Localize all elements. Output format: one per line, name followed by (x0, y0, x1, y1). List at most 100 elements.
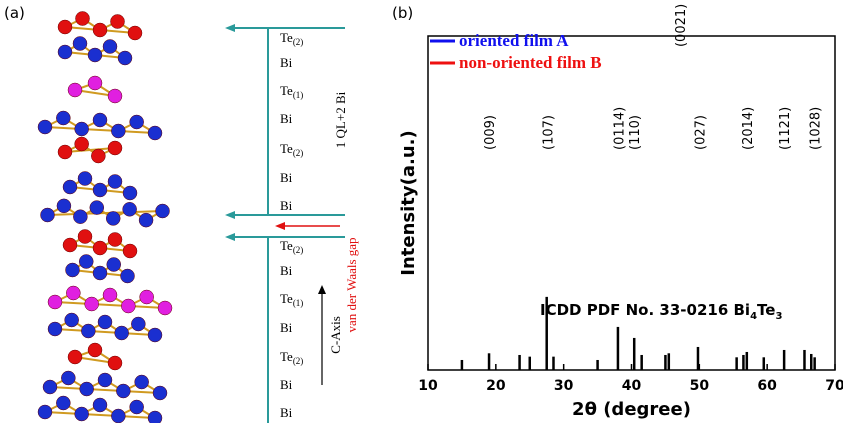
element: Te (280, 83, 293, 98)
x-tick-label: 30 (554, 378, 574, 394)
bond (64, 147, 116, 153)
legend-label: oriented film A (459, 31, 569, 50)
atom (127, 25, 143, 41)
layer-label: Te(2) (280, 30, 303, 47)
atom (122, 243, 138, 259)
atom (129, 114, 144, 130)
atom (66, 285, 81, 301)
peak-label: (110) (628, 115, 643, 150)
layer-label: Bi (280, 198, 293, 213)
atom (107, 88, 123, 104)
atom (152, 385, 168, 401)
atom (72, 36, 88, 51)
atom (120, 268, 135, 284)
bond (44, 411, 156, 419)
peak-label: (009) (483, 115, 498, 150)
atom (106, 257, 121, 272)
bond (49, 386, 161, 394)
subscript: (1) (293, 90, 304, 100)
atom (147, 125, 163, 141)
atom (117, 50, 133, 66)
atom (56, 395, 71, 411)
subscript: 4 (750, 311, 757, 322)
atom (77, 229, 93, 244)
layer-label: Te(2) (280, 238, 303, 255)
atom (40, 207, 55, 223)
atom (74, 136, 89, 152)
atom (111, 408, 126, 423)
atom (92, 22, 108, 38)
bond (54, 328, 156, 336)
atom (42, 379, 58, 395)
atom (122, 202, 137, 217)
bond (54, 301, 166, 309)
layer-label: Te(2) (280, 349, 303, 366)
subscript: (2) (293, 37, 304, 47)
plot-frame (427, 35, 836, 371)
subscript: (2) (293, 356, 304, 366)
element: Bi (280, 263, 293, 278)
peak-label: (1028) (809, 107, 824, 150)
atom (116, 383, 131, 399)
bond (44, 126, 156, 134)
atom (102, 39, 118, 54)
element: Bi (280, 377, 293, 392)
atom (79, 254, 94, 269)
atom (111, 123, 126, 139)
x-tick-label: 10 (418, 378, 438, 394)
atom (138, 212, 154, 228)
subscript: 3 (775, 311, 782, 322)
panel-label: (a) (4, 4, 25, 22)
atom (102, 287, 118, 303)
atom (56, 198, 72, 214)
arrow-head (275, 222, 285, 230)
atom (121, 298, 136, 314)
atom (84, 296, 99, 312)
atom (87, 342, 103, 358)
layer-label: Bi (280, 170, 293, 185)
layer-label: Bi (280, 320, 293, 335)
atom (105, 211, 121, 226)
arrow-head (225, 233, 235, 241)
bond (47, 210, 163, 216)
atom (61, 370, 76, 386)
atom (37, 404, 53, 420)
atom (75, 11, 90, 26)
arrow-head (225, 24, 235, 32)
element: Te (280, 349, 293, 364)
layer-label: Bi (280, 263, 293, 278)
element: Bi (280, 198, 293, 213)
atom (107, 174, 123, 189)
element: Bi (280, 405, 293, 420)
atom (134, 374, 149, 390)
atom (62, 179, 78, 195)
subscript: (1) (293, 298, 304, 308)
atom (67, 349, 83, 365)
atom (57, 19, 73, 35)
atom (73, 209, 88, 224)
atom (97, 372, 113, 388)
atom (139, 289, 154, 305)
layer-label: Te(1) (280, 291, 303, 308)
atom (147, 410, 163, 423)
atom (62, 237, 78, 253)
atom (97, 314, 113, 330)
atom (67, 82, 83, 98)
y-axis-label: Intensity(a.u.) (398, 130, 419, 275)
atom (81, 323, 96, 339)
atom (37, 119, 53, 135)
arrow-head (225, 211, 235, 219)
panel-a: Te(2)BiTe(1)BiTe(2)BiBiTe(2)BiTe(1)BiTe(… (37, 11, 359, 423)
atom (65, 262, 80, 278)
subscript: (2) (293, 148, 304, 158)
peak-label: (107) (541, 115, 556, 150)
x-tick-label: 50 (690, 378, 710, 394)
atom (92, 182, 108, 198)
panel-b: 10 20 30 40 50 60 70 2θ (degree) Intensity(a.u.)… (398, 4, 843, 420)
element: Te (280, 141, 293, 156)
atom (92, 240, 108, 256)
peak-label: (0021) (674, 4, 689, 47)
atom (77, 171, 93, 186)
layer-label: Bi (280, 55, 293, 70)
atom (74, 406, 89, 422)
